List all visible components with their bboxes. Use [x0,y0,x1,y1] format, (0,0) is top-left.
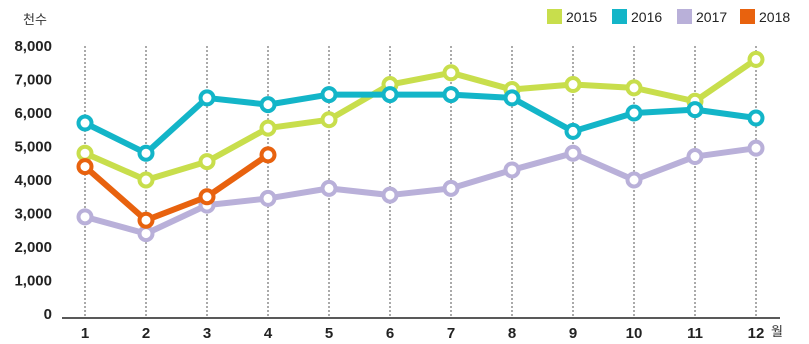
legend-swatch [547,9,562,24]
data-point [564,144,582,162]
data-point [686,148,704,166]
data-point [259,96,277,114]
data-point [747,109,765,127]
series-2017 [76,139,765,243]
data-point [503,89,521,107]
y-tick-label: 2,000 [14,239,52,256]
data-point [76,158,94,176]
data-point [564,122,582,140]
x-tick-label: 9 [569,325,577,342]
x-tick-label: 6 [386,325,394,342]
y-tick-label: 5,000 [14,139,52,156]
data-point [76,114,94,132]
y-tick-label: 6,000 [14,105,52,122]
data-point [686,101,704,119]
x-tick-label: 10 [626,325,643,342]
x-axis: 1 2 3 4 5 6 7 8 9 10 11 12 [81,325,765,342]
x-tick-label: 1 [81,325,89,342]
legend-label: 2017 [696,9,727,25]
x-tick-label: 2 [142,325,150,342]
series-line [82,151,271,224]
y-tick-label: 8,000 [14,38,52,55]
data-point [747,50,765,68]
data-point [747,139,765,157]
data-point [259,189,277,207]
data-point [381,186,399,204]
legend-swatch [612,9,627,24]
series-2015 [76,50,765,189]
data-point [320,86,338,104]
data-point [259,119,277,137]
x-tick-label: 12 [748,325,765,342]
legend-swatch [677,9,692,24]
x-tick-label: 4 [264,325,273,342]
x-unit-label: 월 [771,325,783,340]
data-point [137,171,155,189]
data-point [442,179,460,197]
legend-label: 2016 [631,9,662,25]
series-line [82,56,759,183]
series-group [76,50,765,243]
x-tick-label: 7 [447,325,455,342]
grid-lines [84,46,757,318]
x-tick-label: 8 [508,325,516,342]
data-point [625,171,643,189]
data-point [564,76,582,94]
data-point [320,111,338,129]
series-line [82,91,759,157]
y-tick-label: 0 [44,306,52,323]
x-tick-label: 11 [687,325,703,342]
y-tick-label: 7,000 [14,72,52,89]
data-point [137,211,155,229]
data-point [381,86,399,104]
data-point [198,188,216,206]
data-point [76,208,94,226]
data-point [76,144,94,162]
y-unit-label: 천수 [23,13,47,28]
data-point [259,146,277,164]
data-point [137,144,155,162]
legend: 2015 2016 2017 2018 [547,9,790,25]
data-point [625,79,643,97]
y-tick-label: 4,000 [14,172,52,189]
legend-label: 2018 [759,9,790,25]
y-axis: 8,000 7,000 6,000 5,000 4,000 3,000 2,000 1,000… [14,38,52,323]
series-line [82,145,759,237]
legend-label: 2015 [566,9,597,25]
data-point [442,86,460,104]
data-point [320,179,338,197]
legend-swatch [740,9,755,24]
data-point [137,225,155,243]
data-point [503,161,521,179]
data-point [198,153,216,171]
x-tick-label: 5 [325,325,333,342]
x-tick-label: 3 [203,325,211,342]
y-tick-label: 3,000 [14,206,52,223]
series-2018 [76,146,277,229]
data-point [442,64,460,82]
series-2016 [76,86,765,162]
data-point [625,104,643,122]
data-point [198,89,216,107]
y-tick-label: 1,000 [14,273,52,290]
